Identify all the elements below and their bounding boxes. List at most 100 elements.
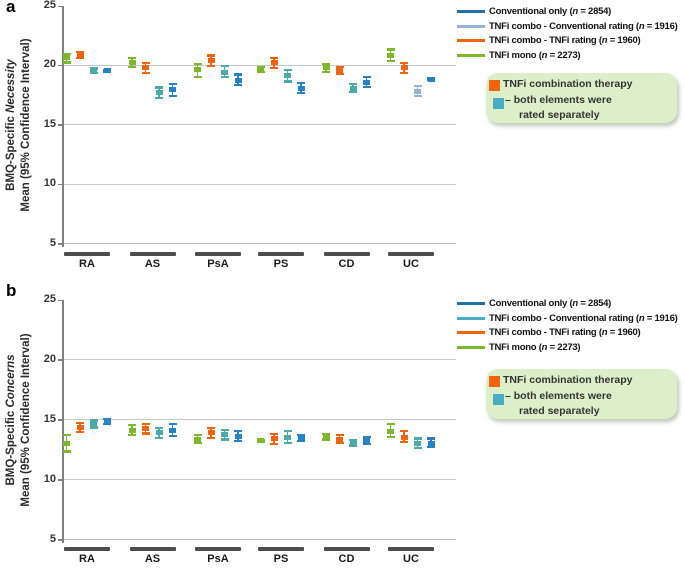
y-tick-label: 5 [49, 236, 56, 249]
note-line3: rated separately [519, 109, 600, 121]
errorbar-cap-bottom [220, 75, 229, 78]
mean-marker [128, 60, 136, 66]
legend-label: Conventional only (n = 2854) [489, 297, 612, 309]
category-tick [323, 547, 370, 551]
mean-marker [63, 55, 70, 61]
mean-marker [387, 428, 394, 434]
errorbar-cap-bottom [155, 96, 163, 100]
category-tick [195, 252, 241, 256]
mean-marker [322, 64, 330, 70]
panel-b-y-axis-label: BMQ-Specific Concerns Mean (95% Confiden… [4, 300, 33, 540]
legend-swatch [457, 345, 485, 349]
mean-marker [400, 434, 408, 440]
errorbar-cap-top [207, 54, 215, 57]
errorbar-cap-bottom [335, 73, 344, 76]
note-line1: TNFi combination therapy [503, 374, 633, 386]
errorbar-cap-top [193, 433, 202, 437]
category-label: AS [144, 258, 161, 270]
errorbar-cap-top [168, 82, 177, 86]
category-label: PsA [207, 553, 229, 565]
mean-marker [155, 429, 163, 435]
errorbar-cap-top [386, 423, 395, 426]
y-tick-label: 20 [43, 352, 56, 365]
mean-marker [322, 434, 330, 440]
errorbar-cap-top [413, 437, 422, 440]
mean-marker [427, 76, 435, 82]
legend-label: TNFi mono (n = 2273) [489, 341, 581, 353]
note-line1: TNFi combination therapy [503, 78, 633, 90]
errorbar-cap-top [322, 432, 330, 435]
y-tick-label: 15 [43, 117, 56, 130]
teal-square-icon [493, 98, 504, 109]
mean-marker [234, 77, 242, 83]
category-tick [258, 547, 304, 551]
mean-marker [90, 68, 97, 74]
y-tick-mark [58, 5, 62, 7]
errorbar-cap-bottom [193, 75, 202, 78]
y-axis-line [62, 299, 64, 544]
teal-square-icon [493, 394, 504, 405]
errorbar-cap-bottom [413, 446, 422, 450]
errorbar-cap-top [76, 421, 84, 425]
errorbar-cap-bottom [400, 72, 408, 75]
errorbar-cap-top [413, 85, 422, 88]
mean-marker [336, 68, 343, 74]
errorbar-cap-top [220, 65, 229, 68]
mean-marker [234, 433, 242, 439]
panel-a-letter: a [6, 0, 16, 16]
y-tick-label: 10 [43, 177, 56, 190]
errorbar-cap-top [335, 66, 344, 69]
errorbar-cap-top [362, 436, 371, 439]
category-label: AS [144, 553, 161, 565]
category-tick [323, 252, 370, 256]
mean-marker [284, 434, 291, 440]
mean-marker [270, 60, 278, 66]
errorbar-cap-top [220, 429, 229, 432]
category-tick [64, 547, 110, 551]
legend-label: Conventional only (n = 2854) [489, 5, 612, 17]
mean-marker [142, 64, 149, 70]
errorbar-cap-top [270, 432, 278, 435]
errorbar-cap-top [128, 424, 136, 427]
errorbar-cap-top [283, 430, 292, 433]
panel-b-note-box: TNFi combination therapy – both elements… [486, 369, 677, 419]
legend-label: TNFi combo - TNFi rating (n = 1960) [489, 327, 641, 339]
category-label: UC [403, 553, 419, 565]
mean-marker [194, 67, 201, 73]
errorbar-cap-top [234, 73, 242, 76]
errorbar-cap-bottom [141, 432, 150, 435]
errorbar-cap-top [207, 426, 215, 429]
mean-marker [257, 438, 264, 444]
errorbar-cap-bottom [168, 94, 177, 97]
errorbar-cap-bottom [207, 64, 215, 68]
mean-marker [414, 88, 421, 94]
mean-marker [103, 419, 111, 425]
gridline [63, 419, 456, 421]
category-tick [64, 252, 110, 256]
errorbar-cap-bottom [89, 426, 98, 429]
note-line2: – both elements were [505, 390, 612, 402]
mean-marker [257, 67, 264, 73]
errorbar-cap-bottom [270, 443, 278, 446]
legend-label: TNFi combo - Conventional rating (n = 19… [489, 20, 678, 32]
legend-item: TNFi combo - TNFi rating (n = 1960) [457, 33, 685, 48]
y-tick-label: 15 [43, 412, 56, 425]
mean-marker [90, 421, 97, 427]
mean-marker [128, 427, 136, 433]
errorbar-cap-top [362, 75, 371, 78]
errorbar-cap-top [283, 68, 292, 71]
errorbar-cap-bottom [128, 66, 136, 69]
gridline [63, 183, 456, 185]
errorbar-cap-bottom [141, 72, 150, 75]
gridline [63, 479, 456, 481]
y-tick-mark [58, 64, 62, 67]
y-tick-mark [58, 359, 62, 361]
category-label: RA [79, 553, 95, 565]
errorbar-cap-bottom [155, 437, 163, 440]
mean-marker [387, 52, 394, 58]
note-line3: rated separately [519, 405, 600, 417]
errorbar-cap-bottom [427, 445, 435, 448]
errorbar-cap-bottom [207, 437, 215, 440]
